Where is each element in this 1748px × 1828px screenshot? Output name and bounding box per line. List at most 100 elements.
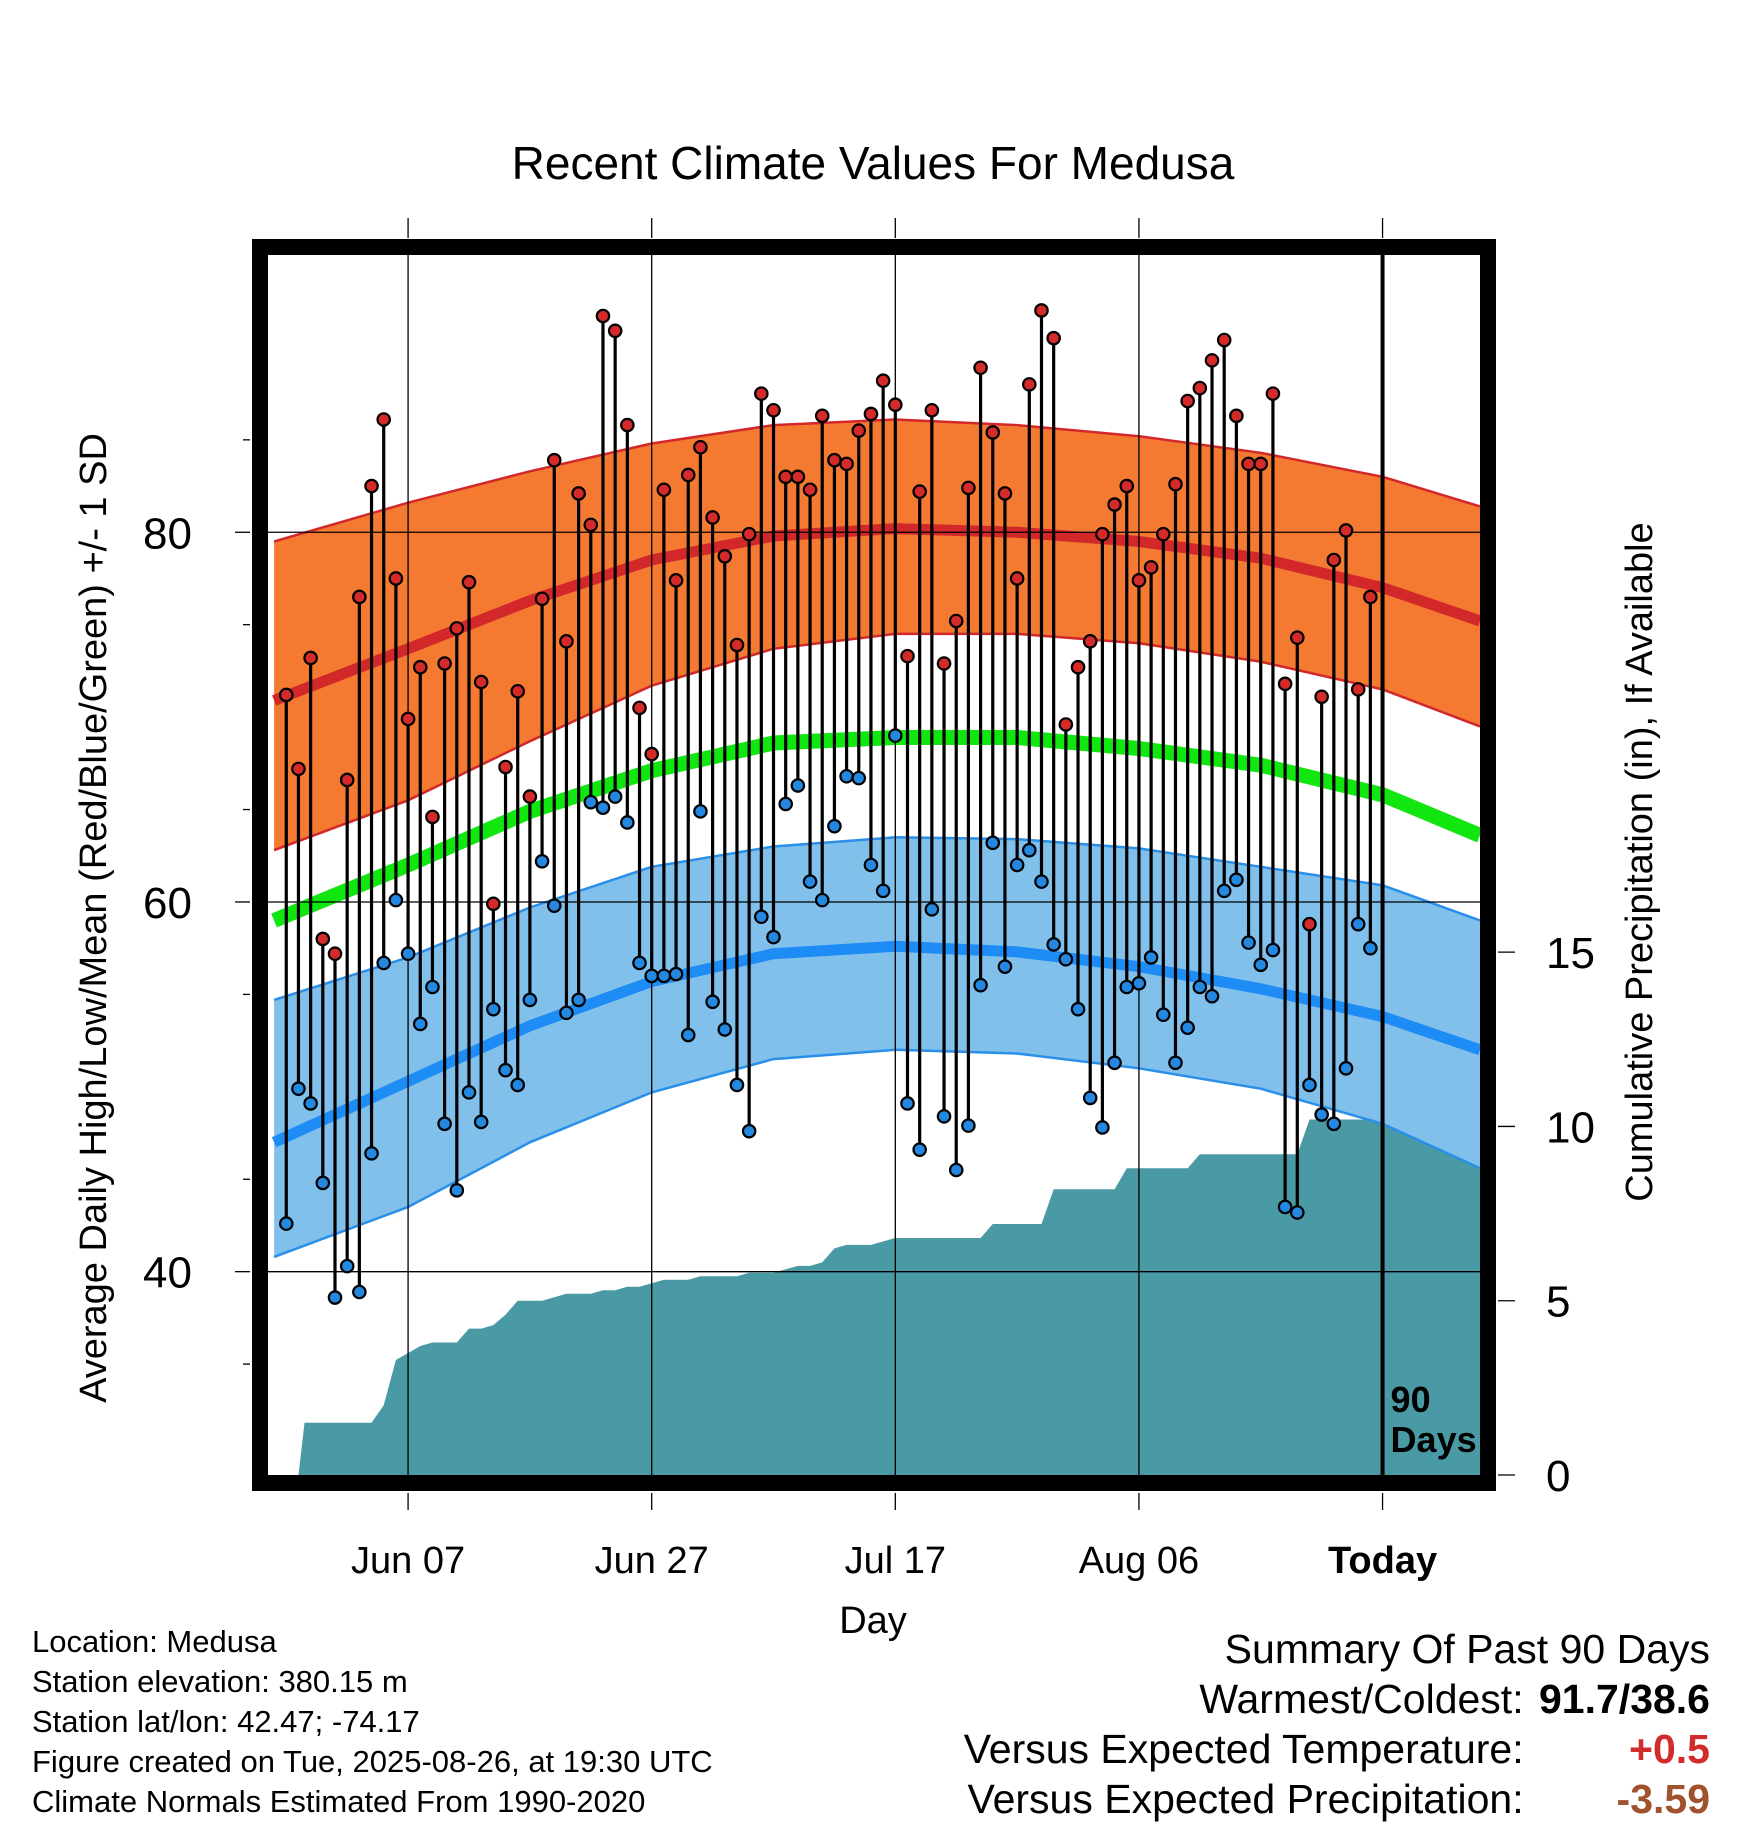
daily-low-point [1131,976,1147,991]
daily-high-point [754,386,769,401]
daily-high-point [680,467,696,483]
daily-low-point [875,883,891,899]
precip-area [274,1116,1480,1475]
daily-low-point [388,892,404,908]
daily-low-point [1204,988,1220,1004]
daily-low-point [486,1001,501,1017]
daily-low-point [1338,1061,1354,1076]
daily-high-point [534,591,550,607]
precip-anomaly-value: -3.59 [1616,1776,1710,1822]
daily-low-point [510,1077,526,1093]
daily-high-point [352,589,367,605]
y-axis-label: Average Daily High/Low/Mean (Red/Blue/Gr… [73,433,115,1403]
daily-low-point [680,1027,696,1043]
daily-high-point [1058,717,1074,732]
daily-high-point [291,761,306,777]
daily-low-point [814,892,830,908]
daily-low-point [924,902,940,917]
daily-low-point [1034,874,1049,889]
daily-high-point [1241,456,1256,472]
x-tick-label: Aug 06 [1079,1540,1199,1582]
daily-low-point [559,1005,574,1021]
daily-low-point [851,770,867,786]
x-tick-label: Jun 27 [595,1540,709,1582]
daily-high-point [425,809,440,825]
daily-high-point [1119,478,1135,494]
daily-high-point [863,406,879,422]
daily-high-point [985,425,1001,440]
daily-high-point [303,650,318,666]
daily-high-point [546,452,562,468]
daily-high-point [814,408,830,424]
daily-high-point [1082,634,1098,649]
daily-low-point [948,1162,964,1178]
daily-high-point [875,373,891,388]
daily-high-point [498,759,513,775]
daily-high-point [315,931,331,947]
daily-high-point [1180,393,1195,409]
daily-high-point [461,574,477,590]
y2-tick-label: 0 [1546,1452,1570,1501]
daily-low-point [705,994,720,1010]
daily-low-point [912,1142,927,1157]
daily-high-point [729,637,745,653]
daily-high-point [510,683,526,699]
created-text: Figure created on Tue, 2025-08-26, at 19… [32,1744,713,1779]
daily-high-point [778,469,793,485]
daily-high-point [1131,573,1147,588]
daily-low-point [790,778,806,793]
daily-low-point [729,1077,745,1093]
temp-anomaly-label: Versus Expected Temperature: [963,1726,1524,1772]
daily-high-point [388,571,404,586]
daily-low-point [1070,1001,1086,1017]
daily-high-point [1204,353,1220,368]
station-info: Location: Medusa Station elevation: 380.… [32,1622,713,1822]
daily-low-point [534,854,550,869]
daily-high-point [376,412,392,427]
daily-low-point [303,1096,318,1111]
daily-high-point [1095,526,1110,542]
normals-text: Climate Normals Estimated From 1990-2020 [32,1784,646,1819]
chart-title: Recent Climate Values For Medusa [512,137,1235,189]
high-sd-band [274,419,1480,851]
daily-low-point [1302,1077,1317,1093]
daily-high-point [1229,408,1244,424]
daily-low-point [376,955,392,971]
daily-high-point [900,648,915,664]
daily-low-point [997,959,1013,974]
daily-low-point [339,1258,355,1274]
warmest-coldest-row: Warmest/Coldest: 91.7/38.6 [964,1674,1710,1724]
y-tick-label: 80 [143,509,192,558]
daily-low-point [632,955,647,971]
daily-low-point [1363,940,1378,956]
daily-high-point [717,549,733,564]
daily-high-point [1338,523,1354,538]
warmest-coldest-label: Warmest/Coldest: [1199,1676,1524,1722]
daily-high-point [1253,456,1269,472]
daily-high-point [790,469,806,485]
daily-low-point [693,804,708,819]
daily-high-point [1326,552,1342,568]
daily-low-point [1265,942,1281,958]
daily-high-point [583,517,599,533]
daily-low-point [1107,1055,1122,1071]
daily-high-point [632,700,647,716]
daily-low-point [827,818,842,834]
daily-low-point [717,1022,733,1037]
daily-low-point [352,1284,367,1300]
daily-low-point [461,1085,477,1100]
daily-low-point [291,1081,306,1096]
daily-low-point [936,1109,952,1124]
daily-low-point [1168,1055,1183,1071]
daily-high-point [1277,676,1293,692]
daily-high-point [559,634,574,649]
daily-high-point [802,482,818,498]
daily-high-point [961,480,976,496]
summary-panel: Summary Of Past 90 Days Warmest/Coldest:… [964,1624,1710,1824]
x-tick-label: Today [1328,1540,1437,1582]
daily-low-point [1314,1107,1329,1122]
daily-low-point [1253,957,1269,973]
daily-low-point [1119,979,1135,995]
daily-low-point [1326,1116,1342,1132]
